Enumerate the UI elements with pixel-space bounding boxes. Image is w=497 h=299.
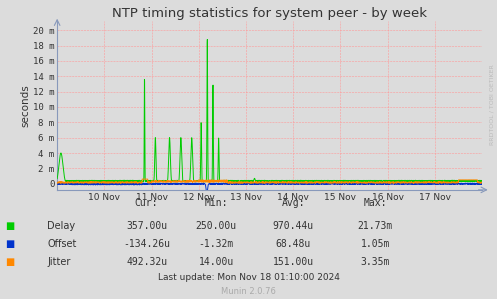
- Text: Jitter: Jitter: [47, 257, 71, 267]
- Title: NTP timing statistics for system peer - by week: NTP timing statistics for system peer - …: [112, 7, 427, 20]
- Text: Munin 2.0.76: Munin 2.0.76: [221, 287, 276, 296]
- Text: Last update: Mon Nov 18 01:10:00 2024: Last update: Mon Nov 18 01:10:00 2024: [158, 273, 339, 282]
- Text: ■: ■: [5, 239, 14, 249]
- Text: 492.32u: 492.32u: [126, 257, 167, 267]
- Text: 21.73m: 21.73m: [358, 221, 393, 231]
- Y-axis label: seconds: seconds: [20, 84, 30, 127]
- Text: 357.00u: 357.00u: [126, 221, 167, 231]
- Text: Max:: Max:: [363, 198, 387, 208]
- Text: 3.35m: 3.35m: [360, 257, 390, 267]
- Text: ■: ■: [5, 257, 14, 267]
- Text: 14.00u: 14.00u: [199, 257, 234, 267]
- Text: Min:: Min:: [204, 198, 228, 208]
- Text: Avg:: Avg:: [281, 198, 305, 208]
- Text: 1.05m: 1.05m: [360, 239, 390, 249]
- Text: 68.48u: 68.48u: [276, 239, 311, 249]
- Text: Delay: Delay: [47, 221, 76, 231]
- Text: 151.00u: 151.00u: [273, 257, 314, 267]
- Text: Offset: Offset: [47, 239, 77, 249]
- Text: 970.44u: 970.44u: [273, 221, 314, 231]
- Text: -1.32m: -1.32m: [199, 239, 234, 249]
- Text: -134.26u: -134.26u: [123, 239, 170, 249]
- Text: Cur:: Cur:: [135, 198, 159, 208]
- Text: ■: ■: [5, 221, 14, 231]
- Text: 250.00u: 250.00u: [196, 221, 237, 231]
- Text: RRDTOOL / TOBI OETIKER: RRDTOOL / TOBI OETIKER: [490, 64, 495, 145]
